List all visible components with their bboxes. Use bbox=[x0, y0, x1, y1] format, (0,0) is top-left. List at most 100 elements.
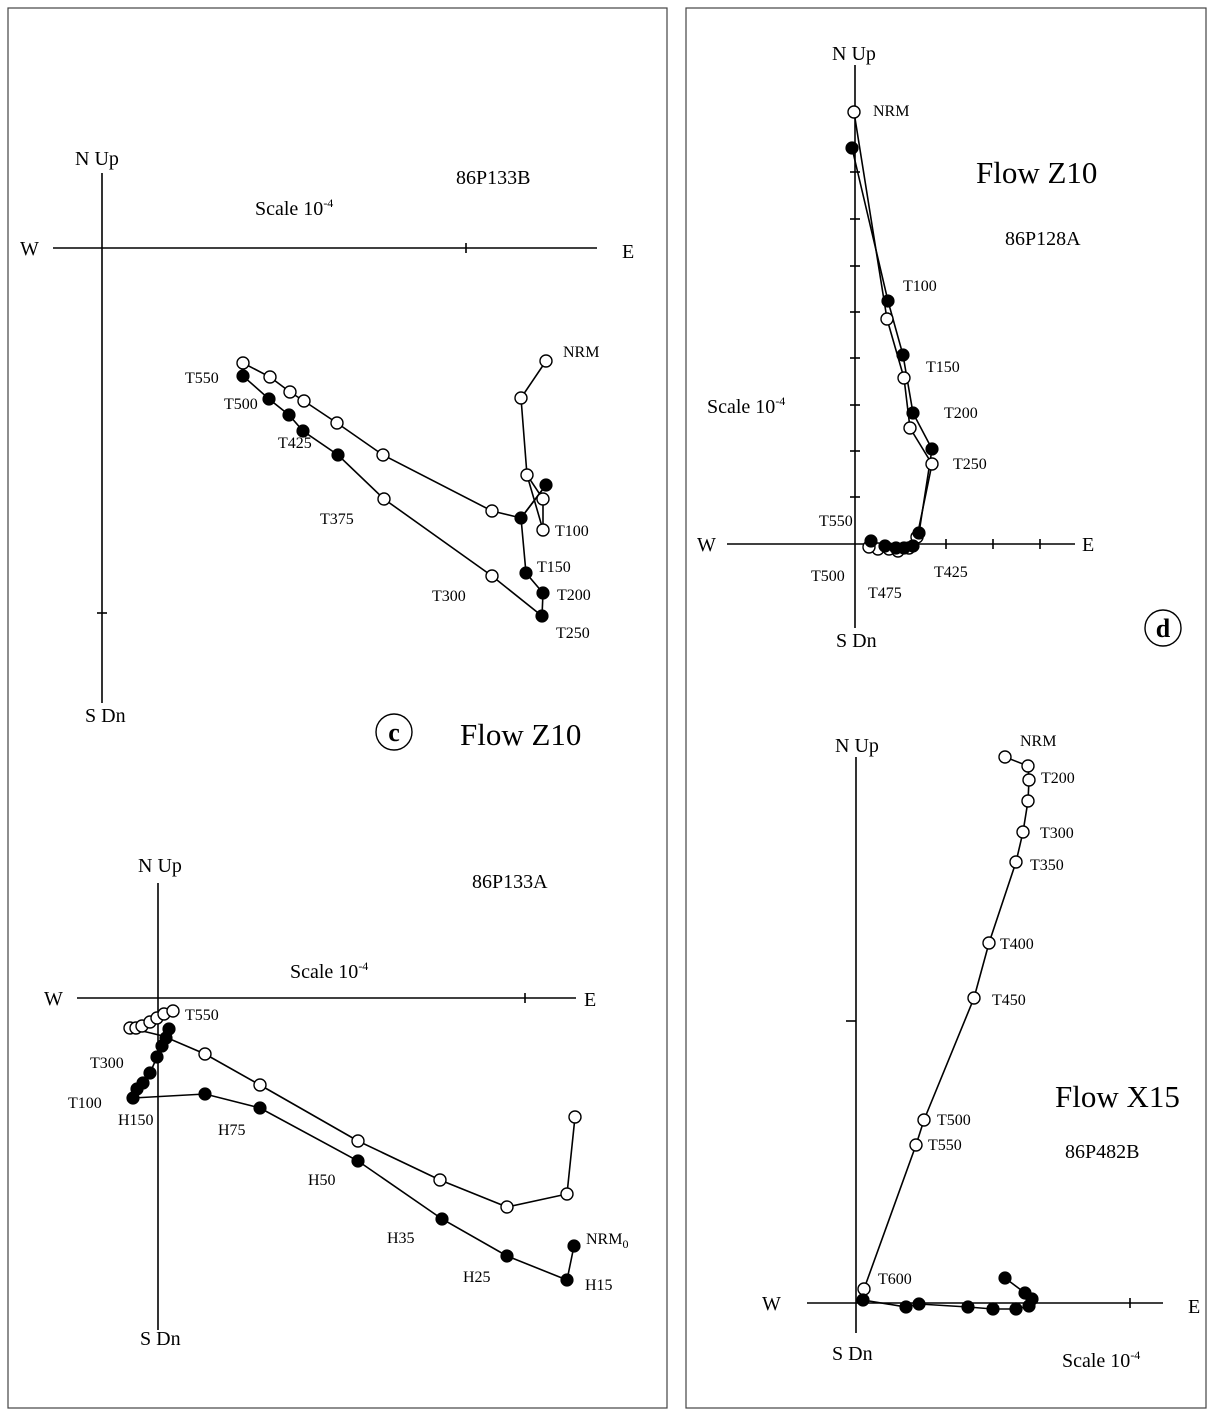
south-label: S Dn bbox=[836, 630, 877, 652]
sample-id: 86P133A bbox=[472, 871, 548, 893]
step-label: T475 bbox=[868, 585, 902, 602]
panel-badge bbox=[1144, 609, 1182, 647]
step-label: T200 bbox=[1041, 770, 1075, 787]
east-label: E bbox=[1082, 534, 1094, 556]
closed-point bbox=[536, 586, 550, 600]
open-point bbox=[925, 457, 939, 471]
closed-point bbox=[906, 406, 920, 420]
step-label: T500 bbox=[811, 568, 845, 585]
open-point bbox=[485, 569, 499, 583]
step-label: NRM0 bbox=[586, 1231, 628, 1251]
scale-label: Scale 10-4 bbox=[707, 394, 785, 418]
closed-point bbox=[262, 392, 276, 406]
open-point bbox=[847, 105, 861, 119]
plot-86p482b: N Up S Dn W E Flow X15 86P482B Scale 10-… bbox=[762, 733, 1200, 1372]
open-point bbox=[166, 1004, 180, 1018]
open-point bbox=[263, 370, 277, 384]
flow-title: Flow Z10 bbox=[460, 717, 581, 752]
open-point bbox=[485, 504, 499, 518]
plot-86p133b: N Up S Dn W E 86P133B Scale 10-4 bbox=[20, 148, 634, 727]
flow-title: Flow X15 bbox=[1055, 1079, 1180, 1114]
step-label: T100 bbox=[68, 1095, 102, 1112]
closed-point bbox=[899, 1300, 913, 1314]
step-label: T200 bbox=[944, 405, 978, 422]
step-label: T300 bbox=[90, 1055, 124, 1072]
demag-path-closed bbox=[851, 147, 933, 549]
demag-path-open bbox=[853, 111, 933, 552]
open-point bbox=[903, 421, 917, 435]
panel-badge bbox=[375, 713, 413, 751]
closed-point bbox=[864, 534, 878, 548]
open-point bbox=[536, 492, 550, 506]
open-point bbox=[377, 492, 391, 506]
closed-point bbox=[889, 541, 903, 555]
open-point bbox=[1021, 794, 1035, 808]
demag-path-closed bbox=[132, 1093, 575, 1282]
closed-point bbox=[998, 1271, 1012, 1285]
step-label: T550 bbox=[819, 513, 853, 530]
closed-point bbox=[912, 1297, 926, 1311]
step-label: T450 bbox=[992, 992, 1026, 1009]
open-point bbox=[297, 394, 311, 408]
closed-point bbox=[351, 1154, 365, 1168]
panel-c-caption: c Flow Z10 bbox=[375, 713, 581, 752]
open-point bbox=[1022, 773, 1036, 787]
closed-point bbox=[845, 141, 859, 155]
demag-path-open bbox=[129, 1027, 576, 1208]
open-point bbox=[376, 448, 390, 462]
closed-point bbox=[136, 1076, 150, 1090]
east-label: E bbox=[1188, 1296, 1200, 1318]
step-label: T250 bbox=[953, 456, 987, 473]
left-panel-frame bbox=[7, 7, 668, 1409]
closed-point bbox=[519, 566, 533, 580]
west-label: W bbox=[20, 238, 39, 260]
closed-point bbox=[912, 526, 926, 540]
open-point bbox=[560, 1187, 574, 1201]
step-label: T550 bbox=[928, 1137, 962, 1154]
closed-point bbox=[925, 442, 939, 456]
step-label: T425 bbox=[278, 435, 312, 452]
scale-label: Scale 10-4 bbox=[290, 959, 368, 983]
step-label: H35 bbox=[387, 1230, 415, 1247]
closed-point bbox=[535, 609, 549, 623]
step-label: T375 bbox=[320, 511, 354, 528]
step-label: T300 bbox=[432, 588, 466, 605]
step-label: T550 bbox=[185, 370, 219, 387]
panel-badge-letter: c bbox=[388, 718, 400, 747]
west-label: W bbox=[697, 534, 716, 556]
step-label: T250 bbox=[556, 625, 590, 642]
south-label: S Dn bbox=[85, 705, 126, 727]
plot-86p133a: N Up S Dn W E 86P133A Scale 10-4 bbox=[44, 855, 628, 1350]
north-label: N Up bbox=[835, 735, 879, 757]
closed-point bbox=[1022, 1299, 1036, 1313]
step-label: T400 bbox=[1000, 936, 1034, 953]
open-point bbox=[330, 416, 344, 430]
plot-86p128a: N Up S Dn W E Flow Z10 86P128A Scale 10-… bbox=[697, 43, 1097, 652]
closed-point bbox=[282, 408, 296, 422]
closed-point bbox=[162, 1022, 176, 1036]
closed-point bbox=[435, 1212, 449, 1226]
scale-label: Scale 10-4 bbox=[1062, 1348, 1140, 1372]
closed-point bbox=[539, 478, 553, 492]
closed-point bbox=[198, 1087, 212, 1101]
north-label: N Up bbox=[832, 43, 876, 65]
open-point bbox=[433, 1173, 447, 1187]
open-point bbox=[909, 1138, 923, 1152]
closed-point bbox=[560, 1273, 574, 1287]
step-label: NRM bbox=[873, 103, 909, 120]
open-point bbox=[283, 385, 297, 399]
step-label: H15 bbox=[585, 1277, 613, 1294]
east-label: E bbox=[584, 989, 596, 1011]
closed-point bbox=[856, 1293, 870, 1307]
closed-point bbox=[1009, 1302, 1023, 1316]
north-label: N Up bbox=[138, 855, 182, 877]
step-label: NRM bbox=[1020, 733, 1056, 750]
panel-badge-letter: d bbox=[1156, 614, 1171, 643]
closed-point bbox=[878, 539, 892, 553]
step-label: H50 bbox=[308, 1172, 336, 1189]
flow-title: Flow Z10 bbox=[976, 155, 1097, 190]
step-label: T425 bbox=[934, 564, 968, 581]
step-label: T550 bbox=[185, 1007, 219, 1024]
closed-point bbox=[143, 1066, 157, 1080]
